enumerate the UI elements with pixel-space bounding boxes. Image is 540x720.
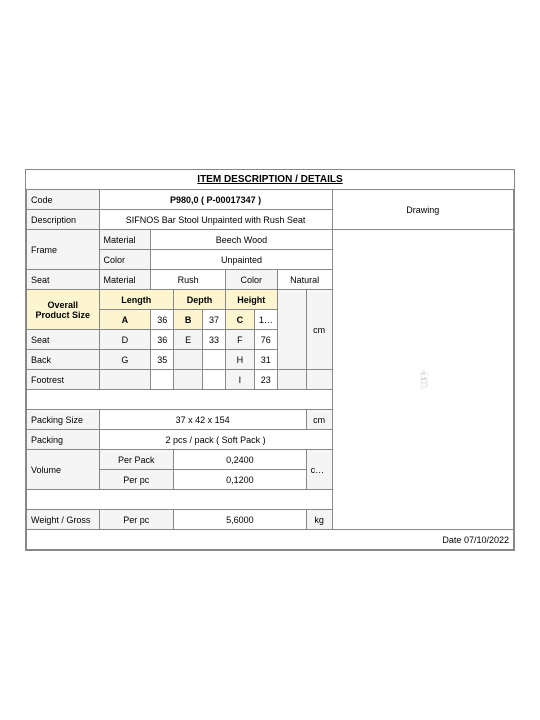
letter-I: I: [225, 370, 254, 390]
label-per-pack: Per Pack: [99, 450, 174, 470]
row-frame-material: Frame Material Beech Wood: [27, 230, 514, 250]
label-frame-color: Color: [99, 250, 151, 270]
unit-packing: cm: [306, 410, 332, 430]
label-seat-material: Material: [99, 270, 151, 290]
label-seat: Seat: [27, 270, 100, 290]
value-G: 35: [151, 350, 174, 370]
value-A: 36: [151, 310, 174, 330]
label-seat-color: Color: [225, 270, 277, 290]
row-code: Code P980,0 ( P-00017347 ) Drawing: [27, 190, 514, 210]
letter-A: A: [99, 310, 151, 330]
label-packing: Packing: [27, 430, 100, 450]
letter-F: F: [225, 330, 254, 350]
svg-text:C: C: [420, 379, 421, 380]
svg-text:G: G: [423, 370, 424, 371]
letter-G: G: [99, 350, 151, 370]
letter-B: B: [174, 310, 203, 330]
drawing-cell: G C H F I B A E D: [332, 230, 513, 530]
value-packing-size: 37 x 42 x 154: [99, 410, 306, 430]
svg-text:F: F: [427, 381, 428, 382]
letter-D: D: [99, 330, 151, 350]
value-D: 36: [151, 330, 174, 350]
label-height: Height: [225, 290, 277, 310]
spec-sheet: ITEM DESCRIPTION / DETAILS Code P980,0 (…: [25, 169, 515, 551]
spec-table: Code P980,0 ( P-00017347 ) Drawing Descr…: [26, 189, 514, 550]
sheet-title: ITEM DESCRIPTION / DETAILS: [26, 170, 514, 189]
label-length: Length: [99, 290, 174, 310]
value-H: 31: [254, 350, 277, 370]
label-description: Description: [27, 210, 100, 230]
value-seat-material: Rush: [151, 270, 226, 290]
unit-cbm: cbm: [306, 450, 332, 490]
value-F: 76: [254, 330, 277, 350]
value-vol-pack: 0,2400: [174, 450, 307, 470]
value-I: 23: [254, 370, 277, 390]
letter-C: C: [225, 310, 254, 330]
value-code: P980,0 ( P-00017347 ): [99, 190, 332, 210]
label-packing-size: Packing Size: [27, 410, 100, 430]
label-weight: Weight / Gross: [27, 510, 100, 530]
date-value: 07/10/2022: [464, 535, 509, 545]
label-frame: Frame: [27, 230, 100, 270]
value-packing: 2 pcs / pack ( Soft Pack ): [99, 430, 332, 450]
value-seat-color: Natural: [277, 270, 332, 290]
letter-E: E: [174, 330, 203, 350]
value-description: SIFNOS Bar Stool Unpainted with Rush Sea…: [99, 210, 332, 230]
svg-text:H: H: [427, 374, 428, 375]
label-per-pc: Per pc: [99, 470, 174, 490]
label-back: Back: [27, 350, 100, 370]
value-weight-pc: 5,6000: [174, 510, 307, 530]
value-C: 107: [254, 310, 277, 330]
label-weight-per-pc: Per pc: [99, 510, 174, 530]
value-frame-color: Unpainted: [151, 250, 332, 270]
label-frame-material: Material: [99, 230, 151, 250]
row-date: Date 07/10/2022: [27, 530, 514, 550]
date-label: Date: [442, 535, 461, 545]
unit-cm: cm: [306, 290, 332, 370]
value-frame-material: Beech Wood: [151, 230, 332, 250]
value-E: 33: [203, 330, 226, 350]
label-seat-dim: Seat: [27, 330, 100, 350]
letter-H: H: [225, 350, 254, 370]
label-overall: Overall Product Size: [27, 290, 100, 330]
label-depth: Depth: [174, 290, 226, 310]
label-volume: Volume: [27, 450, 100, 490]
label-footrest: Footrest: [27, 370, 100, 390]
value-B: 37: [203, 310, 226, 330]
stool-drawing: G C H F I B A E D: [333, 370, 513, 389]
label-drawing: Drawing: [332, 190, 513, 230]
unit-kg: kg: [306, 510, 332, 530]
label-code: Code: [27, 190, 100, 210]
value-vol-pc: 0,1200: [174, 470, 307, 490]
